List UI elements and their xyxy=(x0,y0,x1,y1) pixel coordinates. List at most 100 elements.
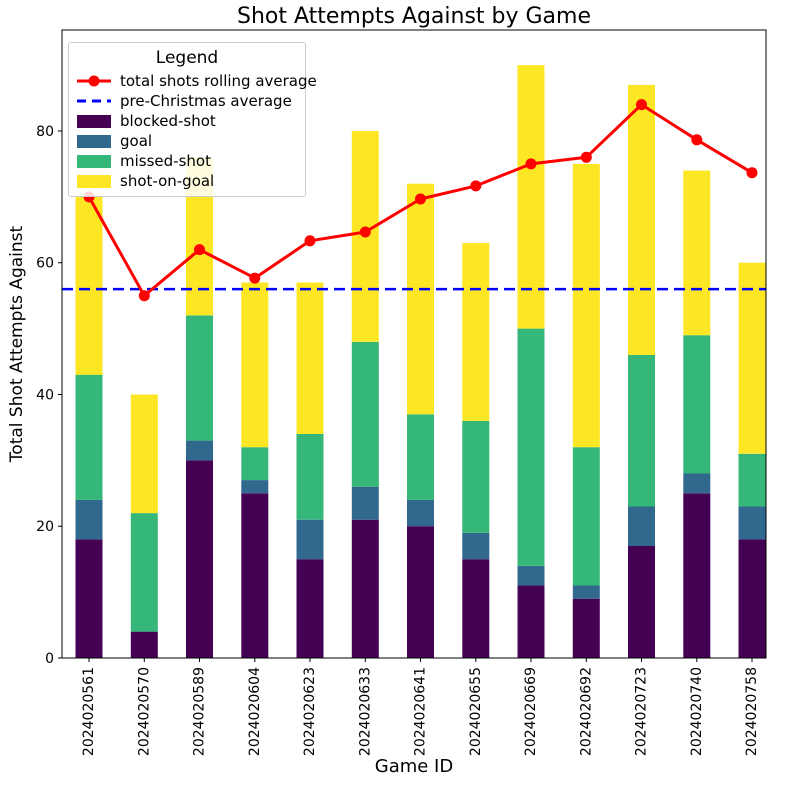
x-tick-label: 2024020723 xyxy=(634,667,650,756)
legend-entry-label: pre-Christmas average xyxy=(120,92,292,110)
bar-segment-shot-on-goal xyxy=(738,262,766,454)
legend-entry: missed-shot xyxy=(77,151,297,171)
legend-patch-swatch xyxy=(77,135,111,148)
legend-patch xyxy=(77,135,111,148)
x-tick-label: 2024020758 xyxy=(744,667,760,756)
legend-entry-label: blocked-shot xyxy=(120,112,216,130)
legend-entry: shot-on-goal xyxy=(77,171,297,191)
bar-segment-missed-shot xyxy=(462,420,490,533)
bars-group xyxy=(75,65,766,658)
rolling-average-marker xyxy=(359,226,371,238)
bar-segment-goal xyxy=(572,585,600,599)
legend-box: Legend total shots rolling average pre-Ch… xyxy=(68,42,317,197)
bar-segment-goal xyxy=(351,486,379,520)
legend-patch-swatch xyxy=(77,175,111,188)
y-tick-label: 0 xyxy=(45,651,54,667)
legend-entry: pre-Christmas average xyxy=(77,91,297,111)
bar-segment-goal xyxy=(517,565,545,586)
legend-entry-label: missed-shot xyxy=(120,152,211,170)
bar-segment-missed-shot xyxy=(683,335,711,474)
bar-segment-blocked-shot xyxy=(296,559,324,658)
x-axis: 2024020561 2024020570 2024020589 2024020604… xyxy=(81,658,760,756)
rolling-average-marker xyxy=(746,167,758,179)
rolling-average-marker xyxy=(194,244,205,256)
bar-segment-blocked-shot xyxy=(462,559,490,658)
bar-segment-missed-shot xyxy=(130,513,158,632)
bar-segment-blocked-shot xyxy=(683,493,711,658)
legend-entry: blocked-shot xyxy=(77,111,297,131)
bar-segment-blocked-shot xyxy=(75,539,103,658)
bar-segment-goal xyxy=(296,519,324,560)
bar-segment-blocked-shot xyxy=(130,631,158,658)
axes-frame xyxy=(61,29,767,659)
legend-entry-label: total shots rolling average xyxy=(120,72,317,90)
rolling-average-marker xyxy=(636,99,647,111)
bar-segment-blocked-shot xyxy=(517,585,545,658)
x-tick-label: 2024020740 xyxy=(689,667,705,756)
legend-entry: goal xyxy=(77,131,297,151)
bar-segment-blocked-shot xyxy=(572,598,600,658)
bar-segment-shot-on-goal xyxy=(572,163,600,448)
bar-segment-goal xyxy=(75,499,103,540)
x-tick-label: 2024020669 xyxy=(523,667,539,756)
y-tick-label: 40 xyxy=(36,388,54,404)
y-tick-label: 20 xyxy=(36,519,54,535)
x-tick-label: 2024020570 xyxy=(136,667,152,756)
bar-segment-missed-shot xyxy=(75,374,103,500)
legend-patch-swatch xyxy=(77,155,111,168)
legend-patch xyxy=(77,175,111,188)
rolling-average-marker xyxy=(691,134,703,146)
rolling-average-marker xyxy=(138,290,150,302)
y-axis: 0 20 40 60 80 xyxy=(36,124,62,667)
bar-segment-blocked-shot xyxy=(407,526,434,658)
rolling-average-marker xyxy=(304,235,316,247)
legend-entries: total shots rolling average pre-Christmas… xyxy=(77,71,317,191)
bar-segment-shot-on-goal xyxy=(628,84,655,356)
x-tick-label: 2024020692 xyxy=(578,667,594,756)
y-axis-label: Total Shot Attempts Against xyxy=(7,225,27,463)
bar-segment-missed-shot xyxy=(186,315,213,441)
rolling-average-marker xyxy=(415,193,426,205)
legend-line-marker-swatch xyxy=(77,75,111,87)
rolling-average-marker xyxy=(470,180,482,192)
x-tick-label: 2024020561 xyxy=(81,667,97,756)
legend-patch-swatch xyxy=(77,115,111,128)
rolling-average-marker xyxy=(249,272,261,284)
x-tick-label: 2024020589 xyxy=(192,667,208,756)
legend-line-marker xyxy=(88,75,100,87)
bar-segment-goal xyxy=(241,480,269,494)
legend-patch xyxy=(77,155,111,168)
bar-segment-goal xyxy=(407,499,434,527)
bar-segment-goal xyxy=(683,473,711,494)
x-tick-label: 2024020623 xyxy=(302,667,318,756)
bar-segment-missed-shot xyxy=(628,355,655,507)
y-tick-label: 80 xyxy=(36,124,54,140)
bar-segment-goal xyxy=(462,532,490,560)
chart-title: Shot Attempts Against by Game xyxy=(236,4,592,29)
x-tick-label: 2024020641 xyxy=(413,667,429,756)
legend-title: Legend xyxy=(155,48,219,68)
bar-segment-shot-on-goal xyxy=(75,196,103,375)
bar-segment-shot-on-goal xyxy=(130,394,158,514)
y-tick-label: 60 xyxy=(36,256,54,272)
bar-segment-blocked-shot xyxy=(186,460,213,658)
bar-segment-shot-on-goal xyxy=(241,282,269,448)
bar-segment-missed-shot xyxy=(572,447,600,586)
bar-segment-missed-shot xyxy=(517,328,545,566)
bar-segment-blocked-shot xyxy=(351,519,379,658)
bar-segment-missed-shot xyxy=(296,434,324,520)
bar-segment-shot-on-goal xyxy=(407,183,434,415)
bar-segment-goal xyxy=(628,506,655,546)
legend-dashed-line-swatch xyxy=(77,99,111,103)
bar-segment-missed-shot xyxy=(241,447,269,481)
bar-segment-shot-on-goal xyxy=(296,282,324,434)
legend-entry-label: goal xyxy=(120,132,153,150)
x-axis-label: Game ID xyxy=(374,756,454,777)
legend-entry: total shots rolling average xyxy=(77,71,317,91)
bar-segment-shot-on-goal xyxy=(462,243,490,421)
rolling-average-marker xyxy=(580,151,592,163)
legend-patch xyxy=(77,115,111,128)
bar-segment-shot-on-goal xyxy=(683,170,711,336)
bar-segment-blocked-shot xyxy=(241,493,269,658)
